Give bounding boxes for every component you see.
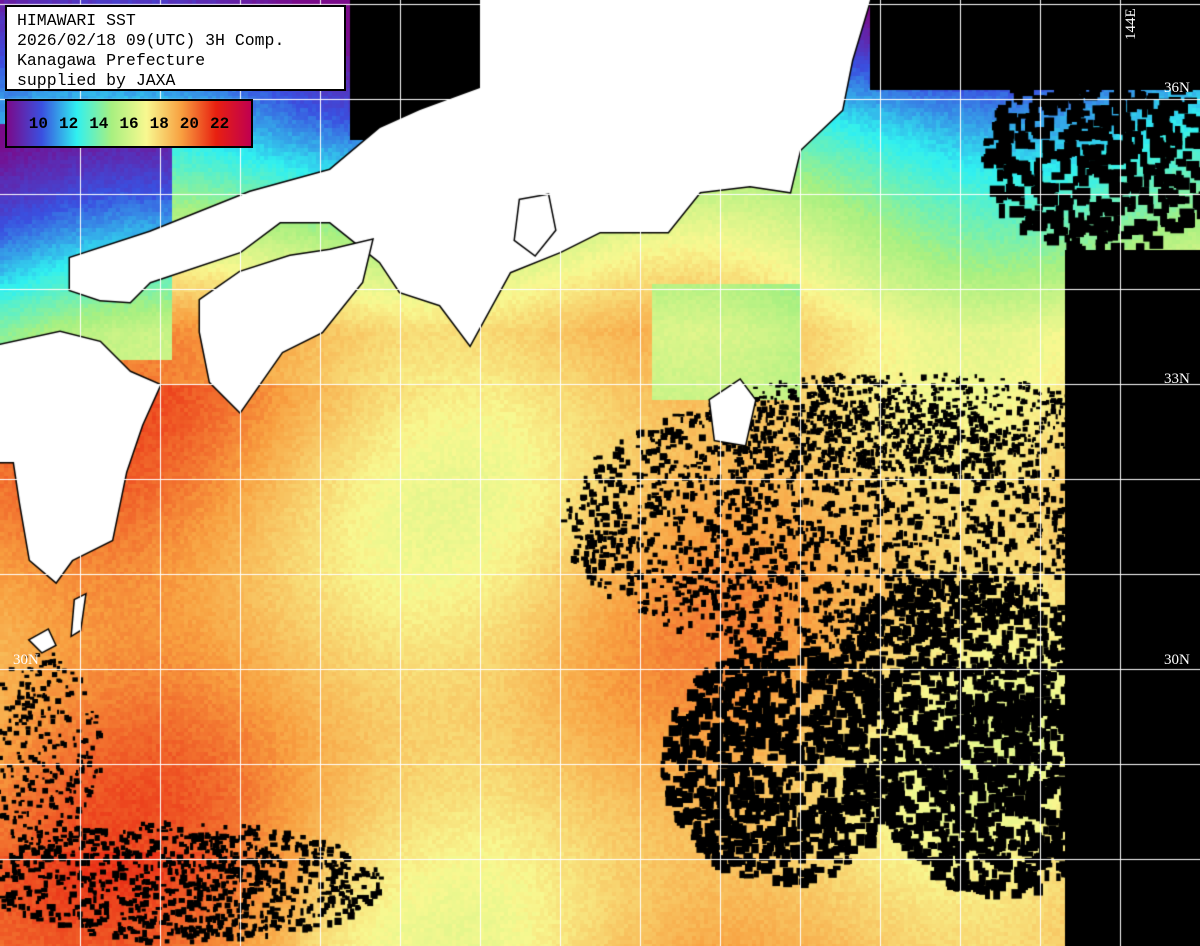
title-box: HIMAWARI SST 2026/02/18 09(UTC) 3H Comp.… xyxy=(5,5,346,91)
title-line: HIMAWARI SST xyxy=(17,11,136,30)
provider-line: Kanagawa Prefecture xyxy=(17,51,206,70)
legend-label: 16 xyxy=(119,114,139,133)
legend-label: 20 xyxy=(179,114,199,133)
lat-label-33n: 33N xyxy=(1164,371,1190,387)
color-scale-legend: 10 12 14 16 18 20 22 xyxy=(5,99,253,148)
legend-label: 22 xyxy=(210,114,230,133)
lat-label-30n-left: 30N xyxy=(13,652,39,668)
lon-label-144e: 144E xyxy=(1123,8,1139,40)
legend-label: 12 xyxy=(58,114,79,133)
legend-label: 14 xyxy=(89,114,109,133)
lat-label-36n: 36N xyxy=(1164,80,1190,96)
lon-label-136e: 136E xyxy=(483,8,499,40)
legend-label: 18 xyxy=(149,114,169,133)
lat-label-30n: 30N xyxy=(1164,652,1190,668)
lat-label-33-left: 33 xyxy=(13,372,28,388)
date-line: 2026/02/18 09(UTC) 3H Comp. xyxy=(17,31,285,50)
source-line: supplied by JAXA xyxy=(17,71,176,90)
legend-label: 10 xyxy=(28,114,48,133)
